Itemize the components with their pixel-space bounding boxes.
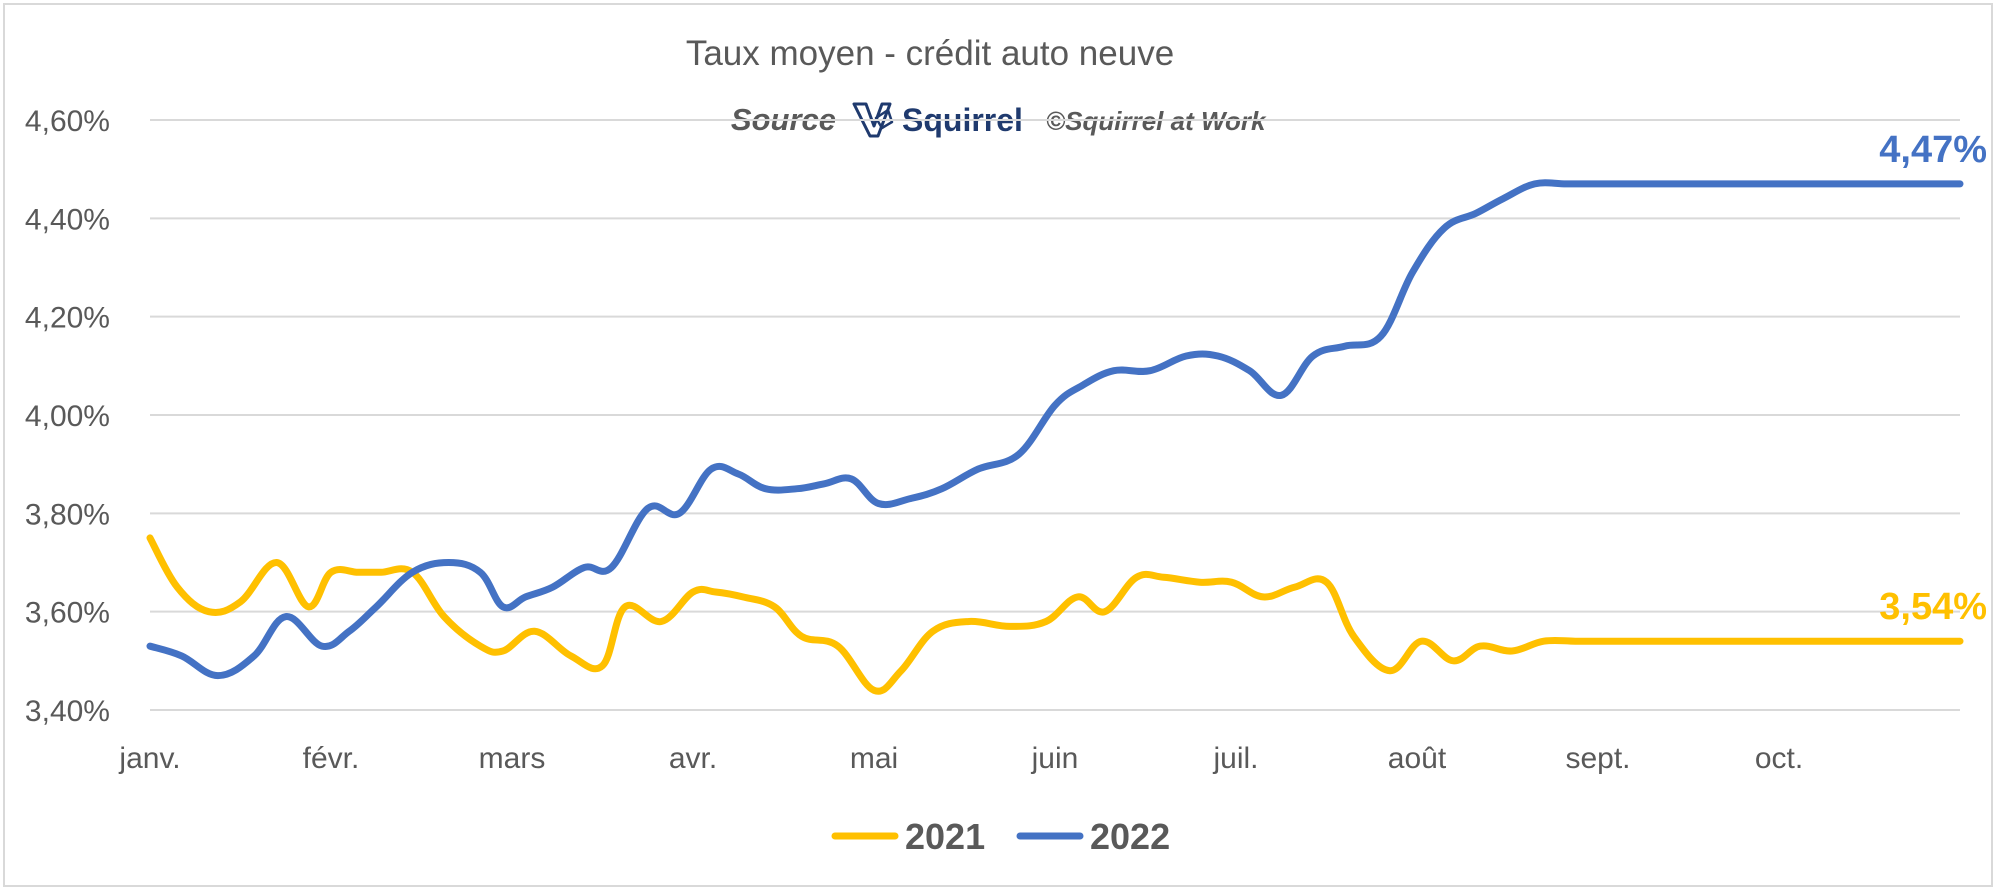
x-tick-label: oct. <box>1755 742 1803 775</box>
end-label-2022: 4,47% <box>1879 129 1987 171</box>
y-tick-label: 4,40% <box>25 203 110 236</box>
chart-title: Taux moyen - crédit auto neuve <box>686 34 1174 73</box>
y-tick-label: 3,40% <box>25 695 110 728</box>
x-tick-label: sept. <box>1565 742 1630 775</box>
x-tick-label: avr. <box>669 742 717 775</box>
y-tick-label: 3,60% <box>25 597 110 630</box>
y-axis-ticks: 3,40% 3,60% 3,80% 4,00% 4,20% 4,40% 4,60% <box>25 105 110 728</box>
chart-frame <box>3 3 1993 887</box>
y-tick-label: 4,60% <box>25 105 110 138</box>
x-axis-ticks: janv. févr. mars avr. mai juin juil. août sept. o… <box>118 742 1803 775</box>
y-tick-label: 3,80% <box>25 498 110 531</box>
legend-label-2021: 2021 <box>905 816 985 857</box>
series-lines <box>146 179 1964 695</box>
legend-label-2022: 2022 <box>1090 816 1170 857</box>
x-tick-label: févr. <box>303 742 360 775</box>
squirrel-logo-icon <box>852 102 894 138</box>
legend: 2021 2022 <box>831 816 1170 857</box>
x-tick-label: mai <box>850 742 898 775</box>
y-tick-label: 4,00% <box>25 400 110 433</box>
grid-lines <box>150 119 1960 711</box>
x-tick-label: juil. <box>1212 742 1258 775</box>
x-tick-label: juin <box>1031 742 1079 775</box>
series-line-2022 <box>146 179 1964 680</box>
x-tick-label: mars <box>479 742 546 775</box>
end-label-2021: 3,54% <box>1879 586 1987 628</box>
y-tick-label: 4,20% <box>25 302 110 335</box>
end-value-labels: 3,54% 4,47% <box>1879 129 1987 628</box>
x-tick-label: janv. <box>118 742 180 775</box>
x-tick-label: août <box>1388 742 1447 775</box>
series-line-2021 <box>146 534 1964 695</box>
